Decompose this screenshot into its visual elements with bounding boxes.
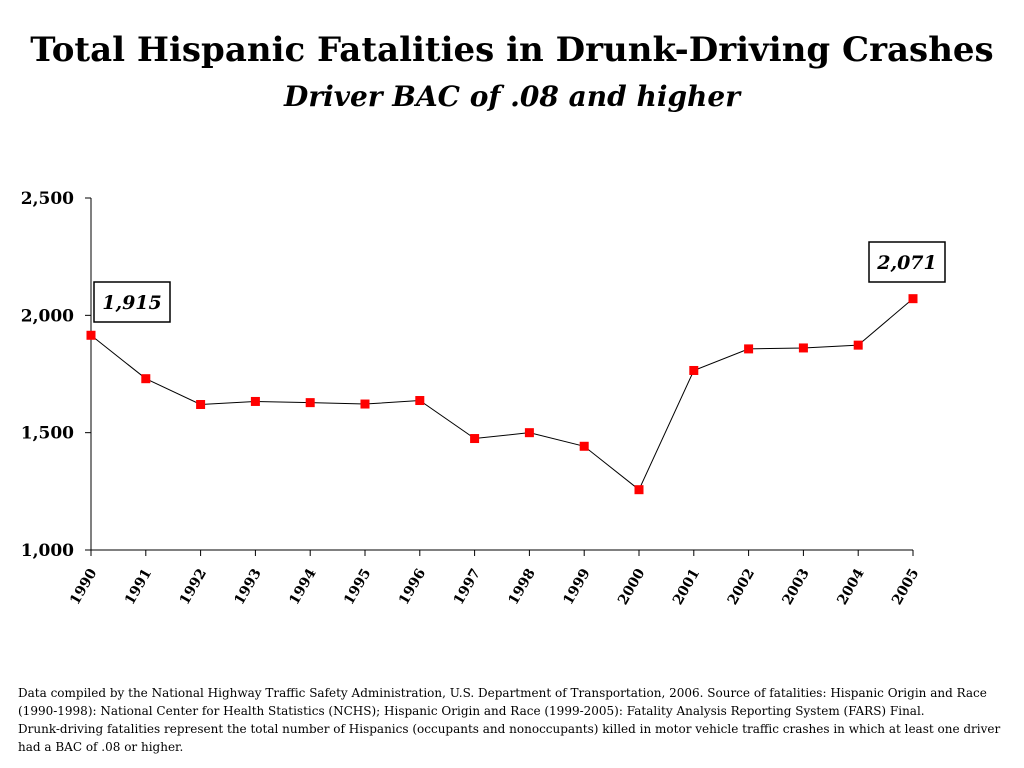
data-point-marker (470, 434, 480, 444)
data-point-marker (798, 343, 808, 353)
x-tick-label: 2005 (889, 566, 922, 608)
x-tick-label: 2002 (725, 566, 758, 608)
annotation-label: 2,071 (876, 252, 937, 274)
data-point-marker (908, 294, 918, 304)
data-point-marker (415, 396, 425, 406)
x-tick-label: 2000 (615, 566, 648, 608)
data-point-marker (305, 398, 315, 408)
y-tick-label: 2,000 (21, 306, 74, 326)
x-tick-label: 1991 (122, 566, 155, 608)
y-tick-label: 1,000 (21, 541, 74, 561)
y-axis: 1,000 1,500 2,000 2,500 (21, 189, 92, 561)
y-tick-label: 2,500 (21, 189, 74, 209)
data-point-marker (360, 399, 370, 409)
x-tick-label: 2004 (834, 566, 867, 608)
data-point-marker (141, 374, 151, 384)
data-point-marker (689, 365, 699, 375)
x-tick-label: 1995 (341, 566, 374, 608)
footnote-definition-text: Drunk-driving fatalities represent the t… (18, 722, 1001, 754)
data-series (86, 294, 918, 495)
series-line (90, 298, 914, 491)
data-point-marker (853, 340, 863, 350)
data-point-marker (86, 330, 96, 340)
x-tick-label: 1996 (396, 566, 429, 608)
annotations: 1,915 2,071 (93, 241, 946, 323)
x-tick-label: 1992 (177, 566, 210, 608)
x-axis: 1990 1991 1992 1993 1994 1995 1996 1997 1998 1999… (67, 549, 922, 608)
x-tick-label: 1998 (506, 566, 539, 608)
data-point-marker (579, 441, 589, 451)
x-tick-label: 1999 (560, 566, 593, 608)
x-tick-label: 1993 (232, 566, 265, 608)
annotation-label: 1,915 (102, 292, 162, 314)
chart-title: Total Hispanic Fatalities in Drunk-Drivi… (30, 30, 994, 70)
x-tick-label: 1994 (286, 566, 319, 608)
annotation-box (93, 281, 171, 323)
data-point-marker (250, 396, 260, 406)
data-point-marker (524, 428, 534, 438)
x-tick-label: 2003 (780, 566, 813, 608)
y-tick-label: 1,500 (21, 424, 74, 444)
data-point-marker (634, 485, 644, 495)
chart-subtitle: Driver BAC of .08 and higher (284, 80, 740, 113)
x-tick-label: 2001 (670, 566, 703, 608)
source-footnote: Data compiled by the National Highway Tr… (18, 684, 1008, 756)
footnote-source-text: Data compiled by the National Highway Tr… (18, 686, 987, 718)
annotation-box (868, 241, 946, 283)
x-tick-label: 1990 (67, 566, 100, 608)
data-point-marker (196, 400, 206, 410)
x-tick-label: 1997 (451, 566, 484, 608)
data-point-marker (744, 344, 754, 354)
